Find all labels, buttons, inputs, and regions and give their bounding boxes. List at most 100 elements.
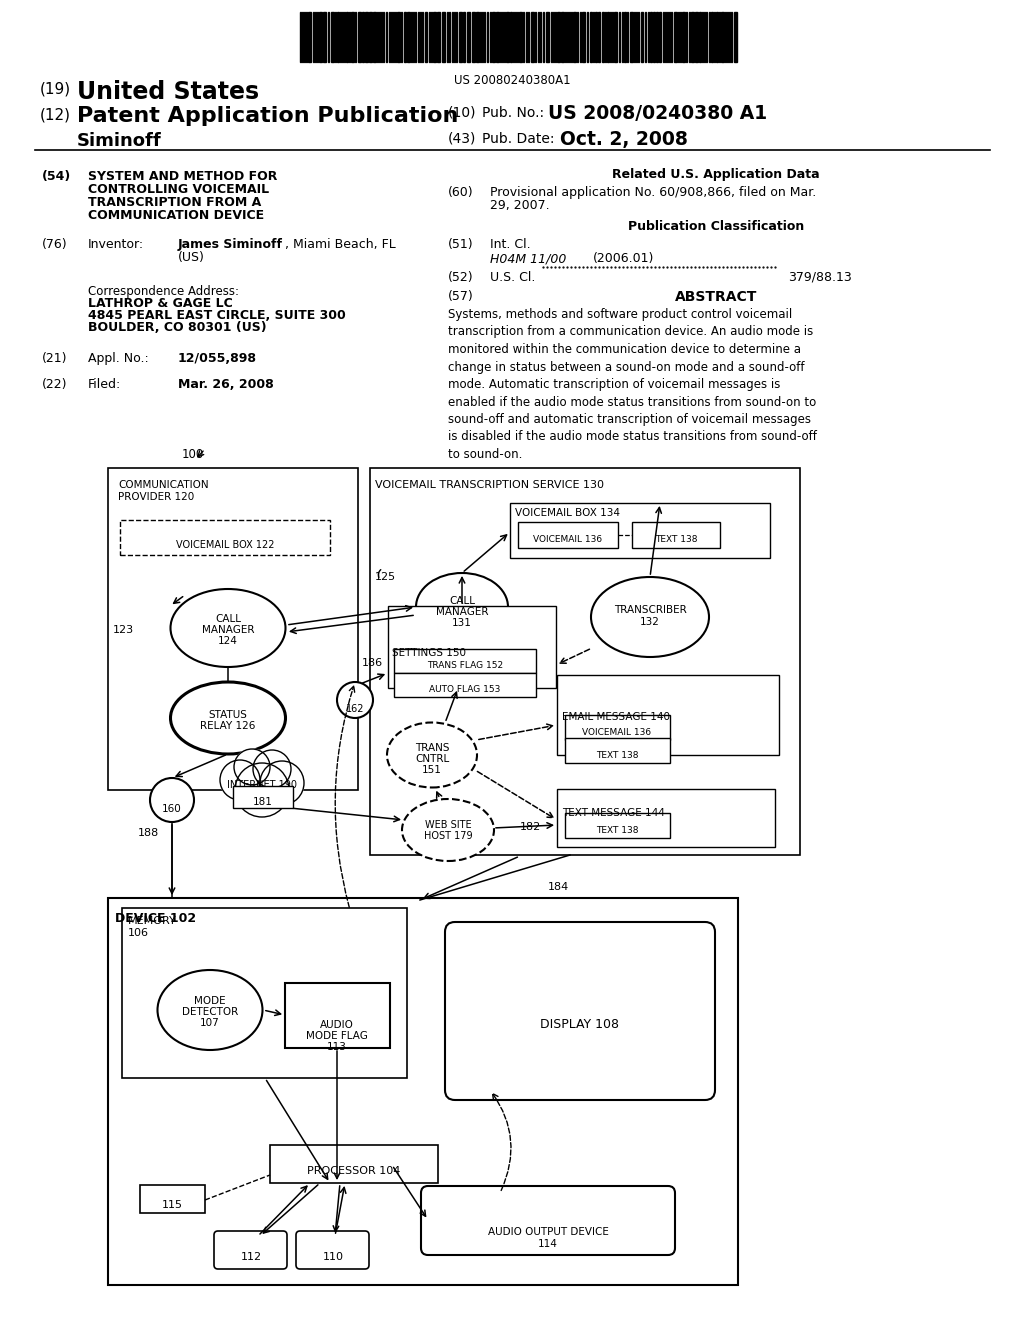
Bar [394,673,536,697]
Bar [108,898,738,1284]
Circle shape [234,748,270,785]
Bar [518,521,618,548]
Text: 160: 160 [162,804,182,814]
Text: MODE: MODE [195,997,226,1006]
Text: AUDIO: AUDIO [321,1020,354,1030]
Text: AUDIO OUTPUT DEVICE: AUDIO OUTPUT DEVICE [487,1228,608,1237]
Text: 112: 112 [241,1251,261,1262]
Bar [140,1185,205,1213]
Text: US 2008/0240380 A1: US 2008/0240380 A1 [548,104,767,123]
Text: (12): (12) [40,108,71,123]
Circle shape [260,762,304,805]
Text: James Siminoff: James Siminoff [178,238,283,251]
Text: CONTROLLING VOICEMAIL: CONTROLLING VOICEMAIL [88,183,269,195]
Text: (2006.01): (2006.01) [593,252,654,265]
Ellipse shape [387,722,477,788]
Bar [656,12,658,62]
Bar [624,12,626,62]
Text: U.S. Cl.: U.S. Cl. [490,271,536,284]
Bar [716,12,718,62]
Text: PROCESSOR 104: PROCESSOR 104 [307,1166,400,1176]
Text: 106: 106 [128,928,150,939]
Text: WEB SITE: WEB SITE [425,820,471,830]
Bar [557,675,779,755]
Text: 132: 132 [640,616,659,627]
Text: 186: 186 [362,657,383,668]
Bar [351,12,354,62]
FancyBboxPatch shape [445,921,715,1100]
Bar [557,12,560,62]
Circle shape [220,760,260,800]
Bar [308,12,311,62]
Text: Patent Application Publication: Patent Application Publication [77,106,459,125]
Text: (51): (51) [449,238,474,251]
Text: 115: 115 [162,1200,182,1210]
Text: BOULDER, CO 80301 (US): BOULDER, CO 80301 (US) [88,321,266,334]
Bar [630,12,633,62]
Text: 124: 124 [218,636,238,645]
Bar [388,606,556,688]
Text: LATHROP & GAGE LC: LATHROP & GAGE LC [88,297,232,310]
Circle shape [253,750,291,788]
Bar [270,1144,438,1183]
FancyBboxPatch shape [214,1232,287,1269]
Bar [476,12,479,62]
Text: (21): (21) [42,352,68,366]
Bar [285,983,390,1048]
Bar [362,12,364,62]
Bar [565,715,670,741]
Text: 110: 110 [323,1251,343,1262]
Text: Provisional application No. 60/908,866, filed on Mar.: Provisional application No. 60/908,866, … [490,186,816,199]
Bar [397,12,400,62]
Text: , Miami Beach, FL: , Miami Beach, FL [285,238,395,251]
Text: STATUS: STATUS [209,710,248,719]
Text: H04M 11/00: H04M 11/00 [490,252,566,265]
Text: Filed:: Filed: [88,378,121,391]
Bar [653,12,655,62]
Bar [590,12,592,62]
Text: VOICEMAIL TRANSCRIPTION SERVICE 130: VOICEMAIL TRANSCRIPTION SERVICE 130 [375,480,604,490]
Circle shape [150,777,194,822]
Circle shape [234,763,289,817]
Bar [433,12,436,62]
Text: TEXT 138: TEXT 138 [654,535,697,544]
Bar [459,12,462,62]
Bar [546,12,549,62]
Text: 181: 181 [253,797,273,807]
Text: (52): (52) [449,271,474,284]
Text: VOICEMAIL BOX 134: VOICEMAIL BOX 134 [515,508,620,517]
Text: Inventor:: Inventor: [88,238,144,251]
Bar [641,12,643,62]
Bar [122,908,407,1078]
Bar [734,12,737,62]
Text: 188: 188 [138,828,160,838]
Ellipse shape [591,577,709,657]
Bar [407,12,410,62]
Text: Correspondence Address:: Correspondence Address: [88,285,239,298]
Bar [442,12,445,62]
Text: 29, 2007.: 29, 2007. [490,199,550,213]
Text: CNTRL: CNTRL [415,754,450,764]
Text: VOICEMAIL BOX 122: VOICEMAIL BOX 122 [176,540,274,550]
Text: MANAGER: MANAGER [202,624,254,635]
Bar [323,12,326,62]
Text: Publication Classification: Publication Classification [628,220,804,234]
Bar [711,12,713,62]
Bar [319,12,322,62]
Text: Related U.S. Application Data: Related U.S. Application Data [612,168,820,181]
Bar [120,520,330,554]
Text: COMMUNICATION DEVICE: COMMUNICATION DEVICE [88,209,264,222]
Bar [695,12,698,62]
Bar [506,12,509,62]
Text: (54): (54) [42,170,72,183]
Text: 131: 131 [452,618,472,628]
Text: (US): (US) [178,251,205,264]
Text: INTERNET 190: INTERNET 190 [227,780,297,789]
Ellipse shape [158,970,262,1049]
Bar [614,12,617,62]
Text: TRANSCRIBER: TRANSCRIBER [613,605,686,615]
Bar [674,12,677,62]
Text: 184: 184 [548,882,569,892]
Bar [510,12,512,62]
Bar [369,12,372,62]
